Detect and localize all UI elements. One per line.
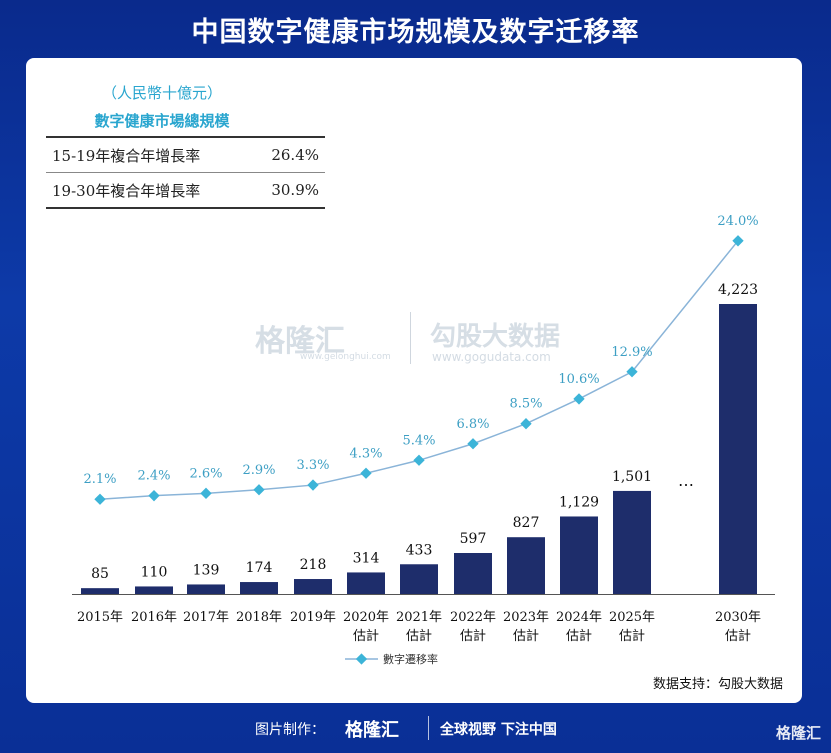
data-source: 数据支持：勾股大数据 (652, 677, 783, 692)
bar-value-label: 139 (193, 562, 220, 578)
bar (135, 586, 173, 594)
migration-rate-point (200, 487, 212, 499)
migration-rate-label: 6.8% (456, 417, 489, 432)
bar (400, 564, 438, 594)
bar (294, 579, 332, 594)
x-tick-label: 2019年 (290, 610, 336, 625)
bar (187, 584, 225, 594)
cagr-label: 15-19年複合年增長率 (52, 146, 201, 165)
cagr-label: 19-30年複合年增長率 (52, 181, 201, 200)
bar (240, 582, 278, 594)
migration-rate-label: 2.1% (83, 472, 116, 487)
bar (81, 588, 119, 594)
x-tick-label: 估計 (725, 628, 751, 644)
bar-value-label: 1,501 (612, 469, 652, 485)
migration-rate-label: 2.9% (242, 463, 275, 478)
bar (613, 490, 651, 594)
bar-value-label: 85 (91, 566, 109, 582)
x-tick-label: 2018年 (236, 610, 282, 625)
migration-rate-label: 4.3% (349, 446, 382, 461)
unit-label: （人民幣十億元） (101, 84, 222, 102)
migration-rate-point (94, 493, 106, 505)
migration-rate-point (360, 467, 372, 479)
cagr-value: 26.4% (271, 146, 319, 164)
gap-ellipsis: … (678, 471, 694, 490)
migration-rate-point (626, 366, 638, 378)
migration-rate-label: 12.9% (611, 345, 652, 360)
migration-rate-label: 10.6% (558, 372, 599, 387)
x-tick-label: 2030年 (715, 610, 761, 625)
x-tick-label: 2017年 (183, 610, 229, 625)
migration-rate-label: 5.4% (402, 433, 435, 448)
migration-rate-point (148, 490, 160, 502)
x-tick-label: 估計 (566, 628, 592, 644)
bar-value-label: 433 (406, 542, 433, 558)
cagr-row: 19-30年複合年增長率 30.9% (46, 172, 325, 207)
bar-value-label: 110 (141, 564, 168, 580)
legend-marker (355, 653, 368, 665)
bar-value-label: 4,223 (718, 282, 758, 298)
migration-rate-point (253, 484, 265, 496)
bar (347, 572, 385, 594)
x-tick-label: 2025年 (609, 610, 655, 625)
x-tick-label: 估計 (406, 628, 432, 644)
x-tick-label: 估計 (460, 628, 486, 644)
chart-title: 中国数字健康市场规模及数字迁移率 (191, 17, 640, 48)
bar (719, 304, 757, 594)
bar-value-label: 174 (246, 560, 273, 576)
x-tick-label: 2024年 (556, 610, 602, 625)
footer-slogan: 全球视野 下注中国 (440, 722, 557, 738)
x-tick-label: 2022年 (450, 610, 496, 625)
bar (560, 516, 598, 594)
migration-rate-point (732, 235, 744, 247)
bar-value-label: 218 (300, 557, 327, 573)
legend-label: 數字遷移率 (383, 652, 438, 666)
watermark-divider (410, 312, 411, 364)
migration-rate-line (99, 240, 739, 500)
bar (454, 553, 492, 594)
x-tick-label: 2016年 (131, 610, 177, 625)
migration-rate-label: 24.0% (717, 214, 758, 229)
migration-rate-point (307, 479, 319, 491)
x-tick-label: 2021年 (396, 610, 442, 625)
migration-rate-point (573, 393, 585, 405)
footer-made-by: 图片制作： (255, 722, 325, 738)
migration-rate-label: 2.6% (189, 466, 222, 481)
migration-rate-point (520, 418, 532, 430)
bar (507, 537, 545, 594)
watermark-brand-url: www.gelonghui.com (300, 352, 391, 362)
x-tick-label: 2020年 (343, 610, 389, 625)
bar-value-label: 314 (353, 550, 380, 566)
x-tick-label: 估計 (513, 628, 539, 644)
footer-divider (428, 716, 429, 740)
chart-card (26, 58, 802, 703)
x-tick-label: 估計 (353, 628, 379, 644)
bar-value-label: 827 (513, 515, 540, 531)
bar-value-label: 597 (460, 531, 487, 547)
cagr-row: 15-19年複合年增長率 26.4% (46, 138, 325, 172)
market-total-title: 數字健康市場總規模 (94, 112, 230, 130)
cagr-value: 30.9% (271, 181, 319, 199)
migration-rate-label: 8.5% (509, 397, 542, 412)
cagr-table: 15-19年複合年增長率 26.4% 19-30年複合年增長率 30.9% (46, 136, 325, 209)
footer-brand-logo: 格隆汇 (345, 720, 399, 741)
watermark-data: 勾股大数据 (430, 322, 561, 352)
corner-logo: 格隆汇 (775, 724, 821, 742)
migration-rate-point (467, 438, 479, 450)
migration-rate-label: 3.3% (296, 458, 329, 473)
watermark-data-url: www.gogudata.com (432, 350, 551, 364)
x-tick-label: 2023年 (503, 610, 549, 625)
x-tick-label: 2015年 (77, 610, 123, 625)
bar-value-label: 1,129 (559, 494, 599, 510)
migration-rate-point (413, 454, 425, 466)
migration-rate-label: 2.4% (137, 469, 170, 484)
watermark-brand: 格隆汇 (255, 324, 345, 359)
x-tick-label: 估計 (619, 628, 645, 644)
